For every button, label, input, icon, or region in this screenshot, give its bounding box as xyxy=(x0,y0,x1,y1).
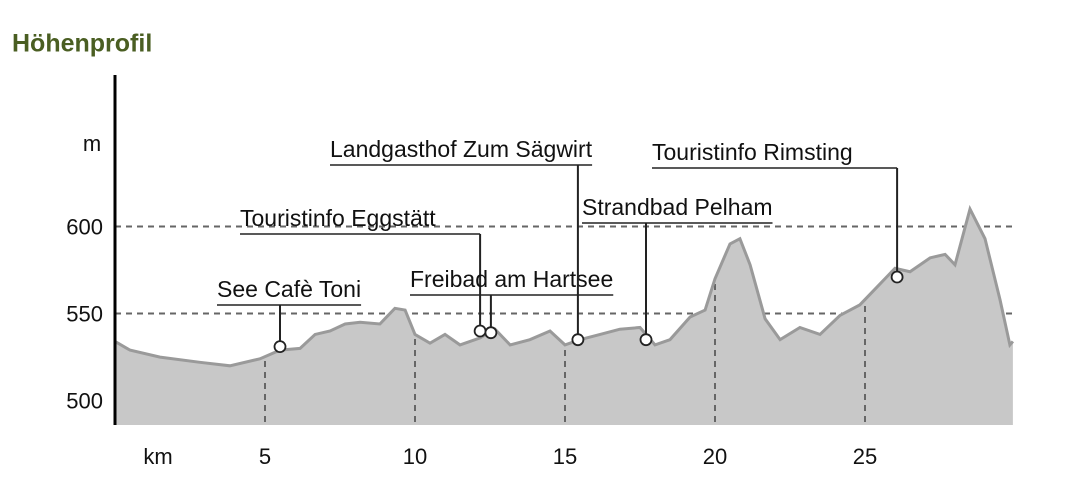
poi-marker xyxy=(571,333,585,347)
x-axis-label: km xyxy=(143,444,172,469)
elevation-area xyxy=(115,209,1013,425)
poi-label: Freibad am Hartsee xyxy=(410,266,613,292)
x-tick-label: 15 xyxy=(553,444,577,469)
poi-label: Touristinfo Rimsting xyxy=(652,139,853,165)
y-tick-label: 600 xyxy=(66,214,103,239)
poi-marker xyxy=(890,270,904,284)
poi-marker xyxy=(639,333,653,347)
poi-marker xyxy=(273,340,287,354)
x-tick-label: 25 xyxy=(853,444,877,469)
chart-title: Höhenprofil xyxy=(12,30,152,58)
poi-marker xyxy=(473,324,487,338)
x-tick-label: 10 xyxy=(403,444,427,469)
poi-label: Landgasthof Zum Sägwirt xyxy=(330,136,593,162)
poi-label: See Cafè Toni xyxy=(217,276,361,302)
x-tick-label: 20 xyxy=(703,444,727,469)
y-axis-label: m xyxy=(83,131,101,156)
y-tick-label: 550 xyxy=(66,301,103,326)
y-tick-label: 500 xyxy=(66,388,103,413)
poi-marker xyxy=(484,326,498,340)
x-tick-label: 5 xyxy=(259,444,271,469)
poi-label: Touristinfo Eggstätt xyxy=(240,205,436,231)
poi-label: Strandbad Pelham xyxy=(582,194,773,220)
